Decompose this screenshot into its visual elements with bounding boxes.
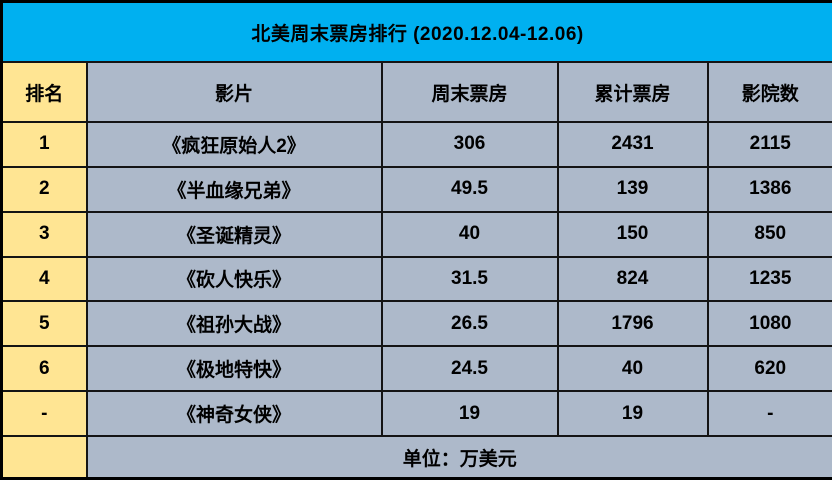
- cumulative-box-office-cell: 40: [556, 345, 709, 393]
- title-row: 北美周末票房排行 (2020.12.04-12.06): [0, 0, 832, 63]
- weekend-box-office-cell: 49.5: [380, 165, 559, 213]
- table-row: 6 《极地特快》 24.5 40 620: [0, 345, 832, 393]
- table-row: 4 《砍人快乐》 31.5 824 1235: [0, 255, 832, 303]
- film-title-cell: 《祖孙大战》: [85, 300, 383, 348]
- rank-cell: 2: [0, 165, 88, 213]
- table-row: - 《神奇女侠》 19 19 -: [0, 390, 832, 437]
- column-header-cumulative-box-office: 累计票房: [556, 61, 709, 123]
- column-header-film: 影片: [85, 61, 383, 123]
- cumulative-box-office-cell: 1796: [556, 300, 709, 348]
- rank-cell: 6: [0, 345, 88, 393]
- rank-cell: 1: [0, 121, 88, 168]
- weekend-box-office-cell: 24.5: [380, 345, 559, 393]
- cumulative-box-office-cell: 824: [556, 255, 709, 303]
- theater-count-cell: 850: [706, 210, 832, 258]
- column-header-rank: 排名: [0, 61, 88, 123]
- weekend-box-office-cell: 19: [380, 390, 559, 437]
- theater-count-cell: 620: [706, 345, 832, 393]
- film-title-cell: 《圣诞精灵》: [85, 210, 383, 258]
- column-header-theater-count: 影院数: [706, 61, 832, 123]
- film-title-cell: 《神奇女侠》: [85, 390, 383, 437]
- footer-row: 单位：万美元: [0, 435, 832, 480]
- cumulative-box-office-cell: 19: [556, 390, 709, 437]
- cumulative-box-office-cell: 2431: [556, 121, 709, 168]
- footer-rank-cell: [0, 435, 88, 480]
- table-row: 1 《疯狂原始人2》 306 2431 2115: [0, 121, 832, 168]
- film-title-cell: 《极地特快》: [85, 345, 383, 393]
- theater-count-cell: -: [706, 390, 832, 437]
- table-row: 2 《半血缘兄弟》 49.5 139 1386: [0, 165, 832, 213]
- weekend-box-office-cell: 306: [380, 121, 559, 168]
- rank-cell: 5: [0, 300, 88, 348]
- unit-note: 单位：万美元: [85, 435, 832, 480]
- rank-cell: 4: [0, 255, 88, 303]
- table-row: 3 《圣诞精灵》 40 150 850: [0, 210, 832, 258]
- weekend-box-office-cell: 31.5: [380, 255, 559, 303]
- weekend-box-office-cell: 26.5: [380, 300, 559, 348]
- theater-count-cell: 2115: [706, 121, 832, 168]
- table-row: 5 《祖孙大战》 26.5 1796 1080: [0, 300, 832, 348]
- header-row: 排名 影片 周末票房 累计票房 影院数: [0, 61, 832, 123]
- cumulative-box-office-cell: 139: [556, 165, 709, 213]
- film-title-cell: 《疯狂原始人2》: [85, 121, 383, 168]
- rank-cell: -: [0, 390, 88, 437]
- theater-count-cell: 1386: [706, 165, 832, 213]
- weekend-box-office-cell: 40: [380, 210, 559, 258]
- theater-count-cell: 1235: [706, 255, 832, 303]
- cumulative-box-office-cell: 150: [556, 210, 709, 258]
- table-body: 1 《疯狂原始人2》 306 2431 2115 2 《半血缘兄弟》 49.5 …: [0, 121, 832, 437]
- column-header-weekend-box-office: 周末票房: [380, 61, 559, 123]
- theater-count-cell: 1080: [706, 300, 832, 348]
- film-title-cell: 《半血缘兄弟》: [85, 165, 383, 213]
- film-title-cell: 《砍人快乐》: [85, 255, 383, 303]
- rank-cell: 3: [0, 210, 88, 258]
- page-title: 北美周末票房排行 (2020.12.04-12.06): [0, 0, 832, 63]
